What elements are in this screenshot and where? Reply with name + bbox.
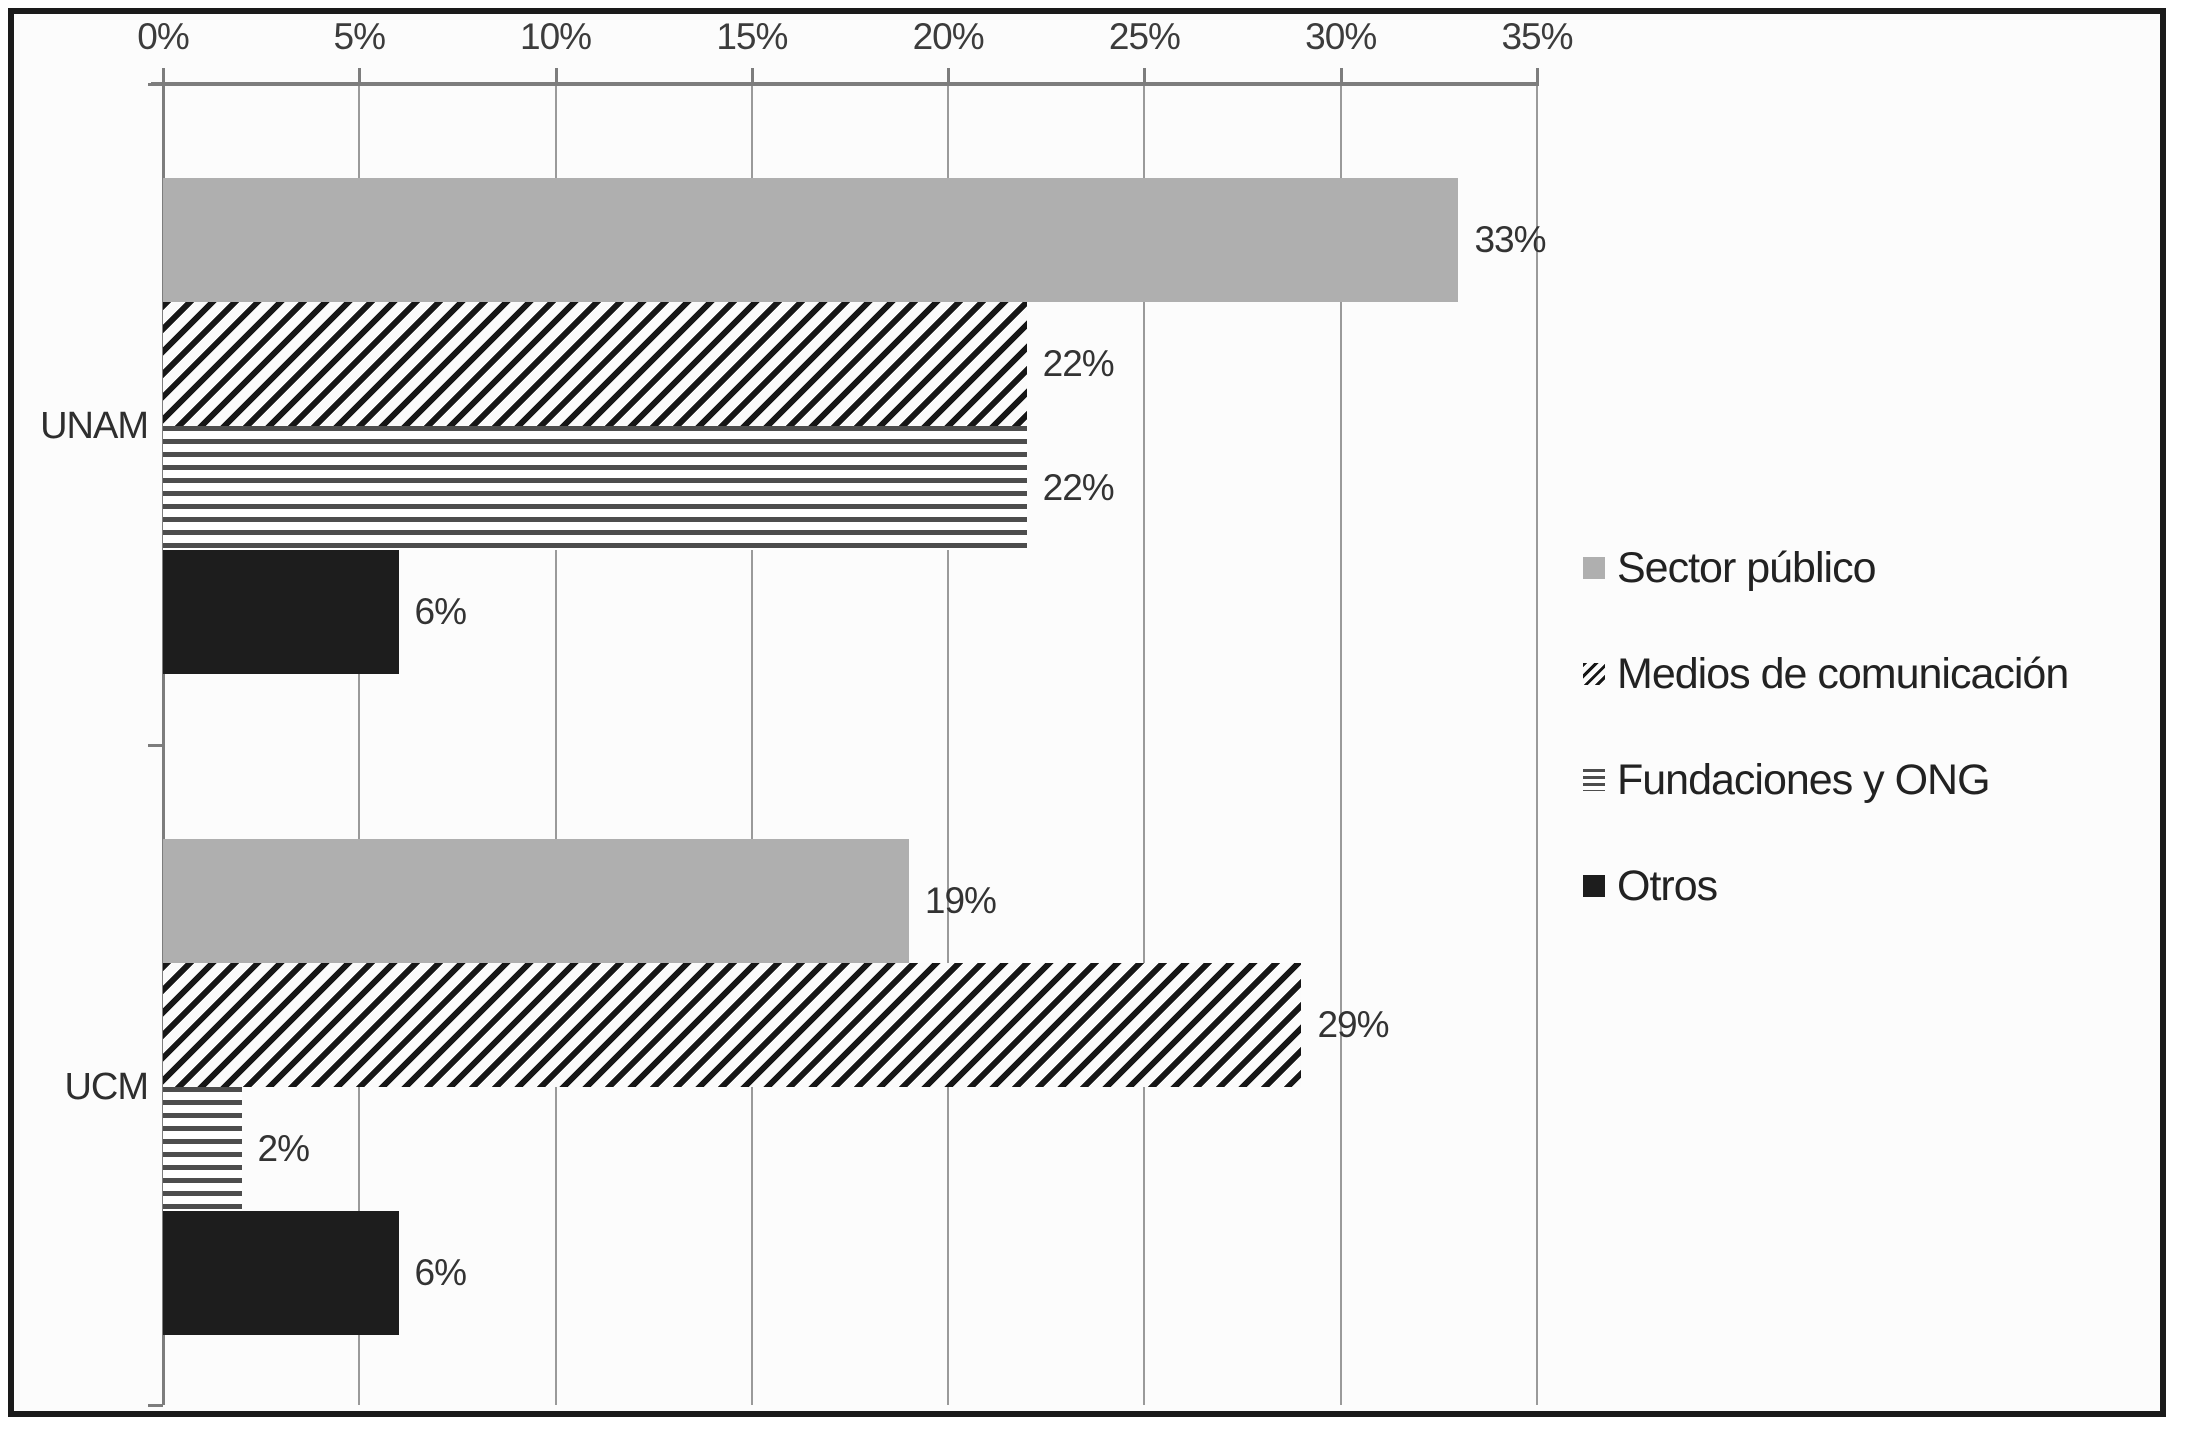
data-label: 2%	[257, 1128, 310, 1169]
legend-swatch-otros	[1583, 875, 1605, 897]
y-axis-tick	[148, 1404, 163, 1407]
data-label: 22%	[1042, 343, 1115, 384]
data-label: 29%	[1317, 1004, 1389, 1045]
y-axis-tick	[148, 83, 163, 86]
category-label-unam: UNAM	[40, 405, 149, 447]
legend-swatch-sector-publico	[1583, 557, 1605, 579]
data-label: 22%	[1042, 467, 1115, 508]
bar-ucm-otros	[163, 1211, 399, 1335]
bar-ucm-sector-publico	[163, 839, 909, 963]
x-axis-tick	[750, 68, 754, 84]
legend-item-medios: Medios de comunicación	[1583, 649, 2069, 698]
x-tick-label: 10%	[520, 16, 592, 57]
legend-swatch-fundaciones-ong	[1583, 769, 1605, 791]
gridline	[750, 84, 753, 1405]
category-label-ucm: UCM	[64, 1066, 149, 1108]
data-label: 6%	[414, 591, 467, 632]
x-tick-label: 35%	[1501, 16, 1573, 57]
legend-label: Fundaciones y ONG	[1617, 755, 1991, 804]
data-label: 19%	[924, 880, 997, 921]
x-axis-tick	[162, 68, 165, 84]
y-axis-tick	[148, 743, 163, 747]
x-axis-tick	[947, 68, 951, 84]
gridline	[947, 84, 950, 1405]
x-axis-line	[151, 82, 1539, 86]
x-tick-label: 20%	[912, 16, 985, 57]
legend-label: Medios de comunicación	[1617, 649, 2069, 698]
data-label: 6%	[414, 1252, 467, 1293]
data-label: 33%	[1474, 219, 1546, 260]
legend-label: Sector público	[1617, 543, 1876, 592]
x-tick-label: 0%	[137, 16, 189, 57]
legend-swatch-medios	[1583, 663, 1605, 685]
x-tick-label: 15%	[716, 16, 788, 57]
gridline	[1339, 84, 1342, 1405]
gridline	[1536, 84, 1538, 1405]
legend-item-sector-publico: Sector público	[1583, 543, 2068, 592]
x-axis-tick	[1143, 68, 1147, 84]
x-axis-tick	[554, 68, 558, 84]
gridline	[554, 84, 557, 1405]
legend-label: Otros	[1617, 861, 1718, 910]
gridline	[1143, 84, 1146, 1405]
x-tick-label: 5%	[333, 16, 386, 57]
legend: Sector público Medios de comunicación Fund…	[1583, 543, 2069, 970]
bar-unam-medios	[163, 302, 1027, 426]
bar-ucm-medios	[163, 963, 1302, 1087]
gridline	[358, 84, 361, 1405]
x-axis-tick	[358, 68, 362, 84]
x-axis-tick	[1536, 68, 1539, 84]
bar-ucm-fundaciones-ong	[163, 1087, 242, 1211]
x-tick-label: 30%	[1305, 16, 1377, 57]
category-axis	[162, 84, 165, 1405]
x-tick-label: 25%	[1108, 16, 1181, 57]
legend-item-otros: Otros	[1583, 861, 2068, 910]
x-axis-tick	[1339, 68, 1343, 84]
legend-item-fundaciones-ong: Fundaciones y ONG	[1583, 755, 2068, 804]
bar-unam-fundaciones-ong	[163, 426, 1027, 550]
bar-unam-sector-publico	[163, 178, 1459, 302]
bar-unam-otros	[163, 550, 399, 674]
